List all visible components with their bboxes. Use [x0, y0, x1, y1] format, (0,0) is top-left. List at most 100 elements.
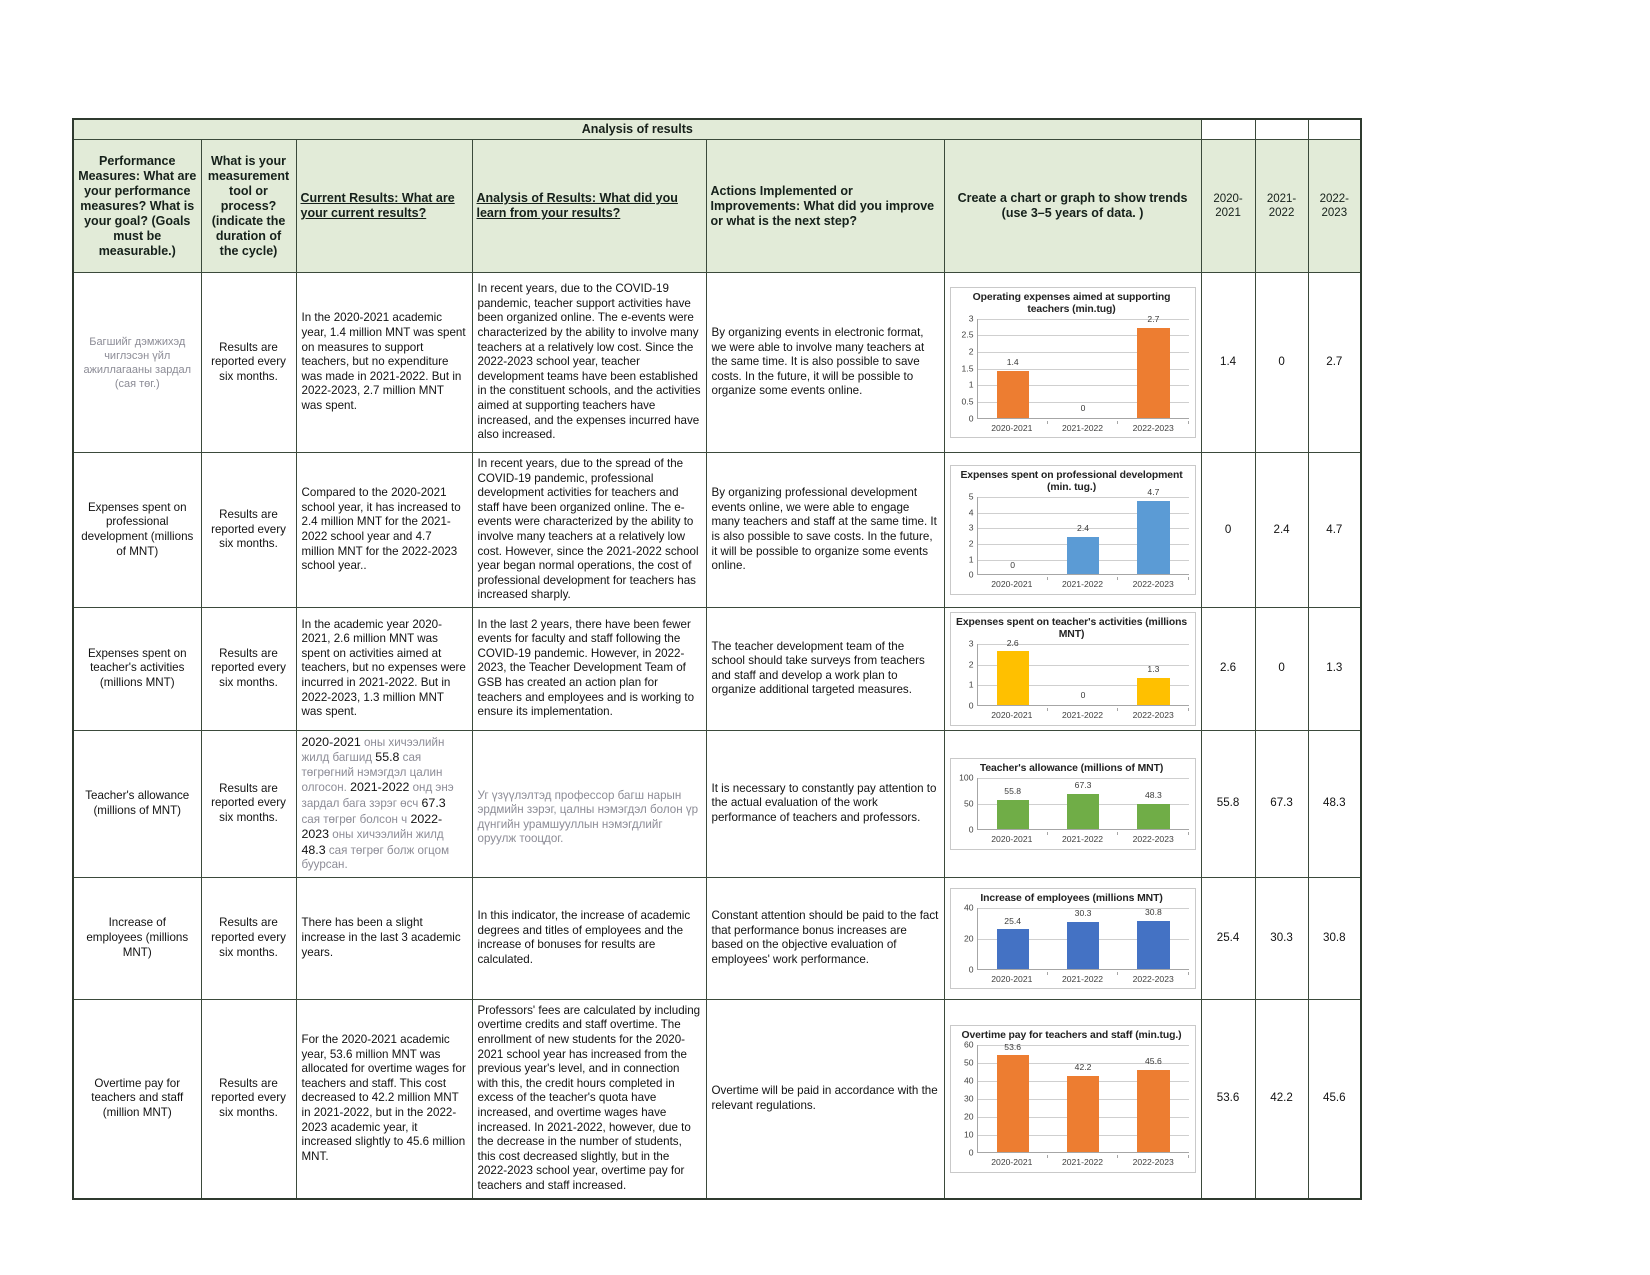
bar: 30.8 [1137, 907, 1170, 969]
gridline [977, 402, 1189, 404]
column-header-performance-measures: Performance Measures: What are your perf… [72, 139, 202, 273]
y-axis-tick-label: 0 [968, 569, 974, 580]
y-axis-tick-label: 5 [968, 491, 974, 502]
analysis-of-results-cell: Уг үзүүлэлтэд профессор багш нарын эрдми… [471, 729, 707, 878]
gridline [977, 907, 1189, 909]
analysis-text: Уг үзүүлэлтэд профессор багш нарын эрдми… [477, 788, 699, 846]
analysis-of-results-cell: In recent years, due to the COVID-19 pan… [471, 272, 707, 453]
y-axis-tick-label: 3 [968, 313, 974, 324]
gridline [977, 528, 1189, 530]
bar-slot: 67.3 [1048, 778, 1118, 829]
analysis-of-results-cell: In the last 2 years, there have been few… [471, 606, 707, 731]
x-axis-tick-label: 2020-2021 [991, 833, 1033, 844]
bar-slot: 2.4 [1048, 497, 1118, 575]
bar-group: 55.8 67.3 48.3 [978, 778, 1189, 829]
analysis-text: In recent years, due to the COVID-19 pan… [477, 282, 701, 442]
gridline [977, 777, 1189, 779]
banner-row: Analysis of results [72, 118, 1362, 140]
y-axis-tick-label: 3 [968, 638, 974, 649]
chart-cell: Expenses spent on teacher's activities (… [943, 606, 1202, 731]
bar-group: 53.6 42.2 45.6 [978, 1042, 1189, 1152]
bar-slot: 25.4 [978, 908, 1048, 969]
chart-title: Teacher's allowance (millions of MNT) [979, 762, 1164, 774]
y-axis-tick-label: 40 [963, 902, 974, 913]
y-axis-tick-label: 20 [963, 933, 974, 944]
current-results-cell: There has been a slight increase in the … [295, 876, 473, 1000]
performance-measure-text: Overtime pay for teachers and staff (mil… [91, 1076, 184, 1120]
performance-measure-cell: Overtime pay for teachers and staff (mil… [72, 998, 202, 1200]
bar: 2.6 [996, 638, 1029, 705]
bar-data-label: 53.6 [1004, 1041, 1022, 1052]
actions-implemented-cell: By organizing events in electronic forma… [705, 272, 945, 453]
current-results-cell: In the 2020-2021 academic year, 1.4 mill… [295, 272, 473, 453]
bar-slot: 45.6 [1118, 1045, 1188, 1152]
column-header-current-results: Current Results: What are your current r… [295, 139, 473, 273]
y-axis-tick-label: 100 [959, 772, 974, 783]
current-results-segment: сая төгрөгний нэмэгдэл цалин олгосон. [301, 751, 443, 795]
value-cell-2022-2023: 30.8 [1307, 876, 1362, 1000]
x-axis-tick-label: 2021-2022 [1061, 973, 1104, 984]
analysis-of-results-cell: In recent years, due to the spread of th… [471, 452, 707, 608]
chart-plot: 2.6 0 1.3 [976, 638, 1189, 711]
gridline [977, 385, 1189, 387]
banner-spacer-3 [1307, 118, 1362, 140]
bar-data-label: 4.7 [1147, 487, 1160, 498]
x-axis-tick-label: 2022-2023 [1132, 833, 1174, 844]
column-header-year-2021-2022: 2021-2022 [1254, 139, 1309, 273]
bar-data-label: 0 [1080, 403, 1086, 414]
chart-y-axis: 0 10 20 30 40 50 60 [955, 1040, 977, 1158]
measurement-tool-cell: Results are reported every six months. [200, 998, 297, 1200]
y-axis-tick-label: 3 [968, 523, 974, 534]
performance-measure-text: Багшийг дэмжихэд чиглэсэн үйл ажиллагаан… [83, 335, 192, 390]
current-results-segment: сая төгрөг болж огцом буурсан. [301, 843, 450, 872]
y-axis-tick-label: 0.5 [961, 396, 974, 407]
current-results-segment: оны хичээлийн жилд багшид [301, 735, 445, 765]
performance-measure-cell: Багшийг дэмжихэд чиглэсэн үйл ажиллагаан… [72, 272, 202, 453]
bar-data-label: 25.4 [1004, 915, 1022, 926]
chart-plot: 1.4 0 2.7 [976, 314, 1189, 424]
value-cell-2020-2021: 2.6 [1200, 606, 1256, 731]
x-axis-tick-label: 2022-2023 [1132, 1156, 1174, 1167]
bar-slot: 30.3 [1048, 908, 1118, 969]
table-row: Overtime pay for teachers and staff (mil… [72, 998, 1362, 1200]
gridline [977, 318, 1189, 320]
bar-data-label: 1.4 [1006, 357, 1019, 368]
chart-x-axis: 2020-2021 2021-2022 2022-2023 [977, 706, 1189, 723]
y-axis-tick-label: 0 [968, 700, 974, 711]
current-results-cell: For the 2020-2021 academic year, 53.6 mi… [295, 998, 473, 1200]
y-axis-tick-label: 30 [963, 1093, 974, 1104]
chart-plot: 53.6 42.2 45.6 [976, 1042, 1189, 1158]
bar-data-label: 45.6 [1145, 1056, 1162, 1067]
bar: 25.4 [996, 916, 1029, 969]
chart-plot-area: 0 50 100 55.8 67.3 48.3 [955, 773, 1189, 835]
value-cell-2020-2021: 0 [1200, 452, 1256, 608]
y-axis-tick-label: 0 [968, 824, 974, 835]
banner-spacer-2 [1254, 118, 1309, 140]
bar: 53.6 [996, 1042, 1029, 1152]
bar-slot: 1.4 [978, 319, 1048, 418]
trend-chart: Overtime pay for teachers and staff (min… [949, 1024, 1196, 1173]
bar-slot: 2.7 [1118, 314, 1188, 418]
trend-chart: Expenses spent on teacher's activities (… [949, 611, 1196, 726]
value-cell-2020-2021: 1.4 [1200, 272, 1256, 453]
y-axis-tick-label: 60 [963, 1039, 974, 1050]
performance-measure-cell: Expenses spent on professional developme… [72, 452, 202, 608]
gridline [977, 352, 1189, 354]
chart-y-axis: 0 50 100 [955, 773, 977, 835]
y-axis-tick-label: 1.5 [961, 363, 974, 374]
bar-data-label: 30.8 [1145, 907, 1162, 918]
gridline [977, 1044, 1189, 1046]
bar-group: 25.4 30.3 30.8 [978, 907, 1189, 969]
current-results-cell: 2020-2021 оны хичээлийн жилд багшид 55.8… [295, 729, 473, 878]
bar-data-label: 2.6 [1006, 637, 1019, 648]
chart-y-axis: 0 1 2 3 [955, 639, 977, 711]
x-axis-tick-label: 2021-2022 [1061, 422, 1104, 433]
chart-cell: Expenses spent on professional developme… [943, 452, 1202, 608]
results-analysis-sheet: Analysis of results Performance Measures… [72, 118, 1363, 1200]
actions-implemented-cell: It is necessary to constantly pay attent… [705, 729, 945, 878]
value-cell-2020-2021: 55.8 [1200, 729, 1256, 878]
table-row: Increase of employees (millions MNT) Resu… [72, 876, 1362, 1000]
y-axis-tick-label: 10 [963, 1129, 974, 1140]
y-axis-tick-label: 1 [968, 380, 974, 391]
gridline [977, 335, 1189, 337]
